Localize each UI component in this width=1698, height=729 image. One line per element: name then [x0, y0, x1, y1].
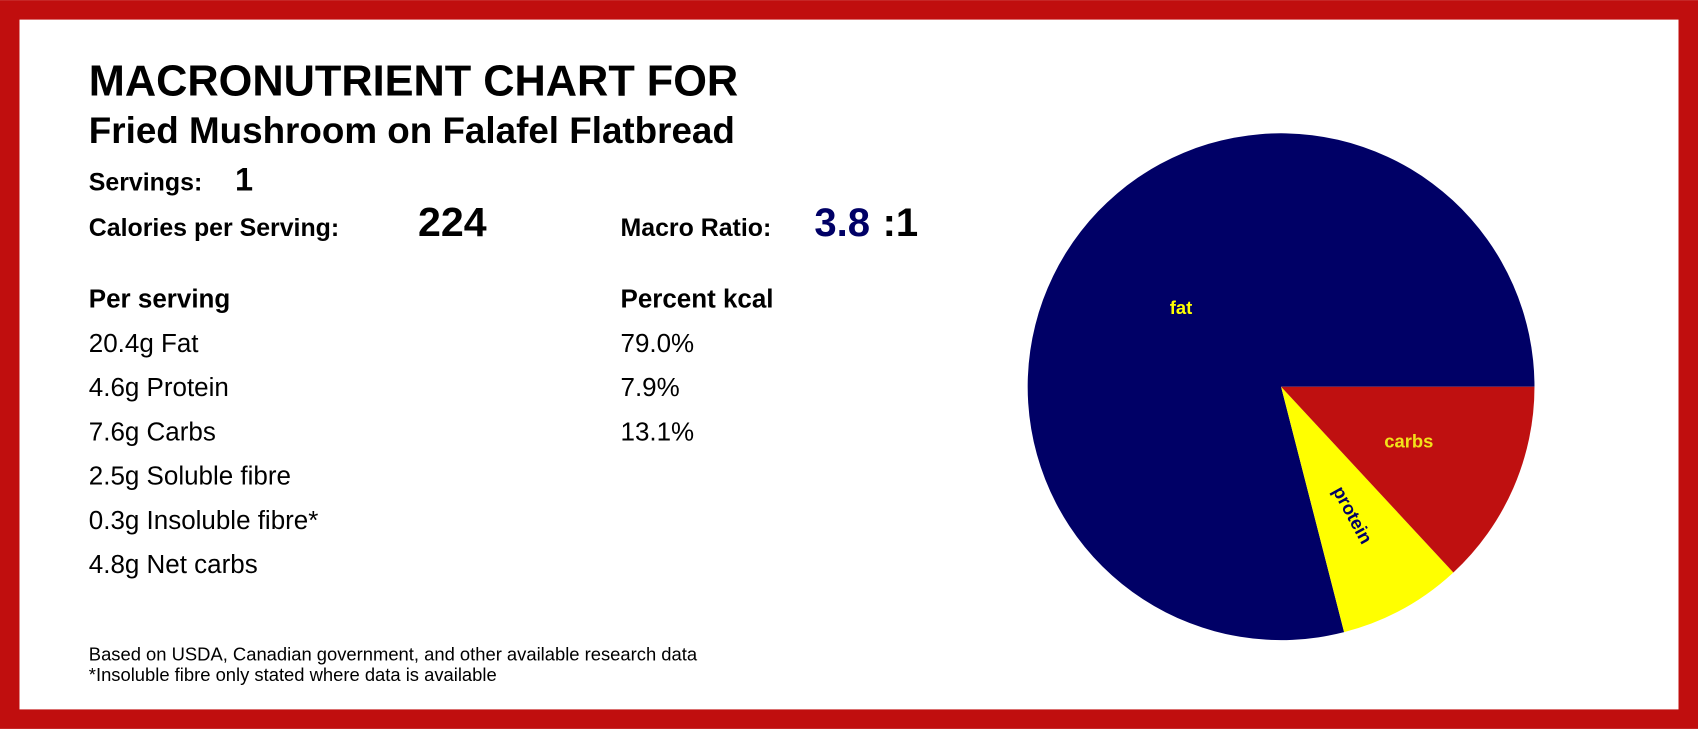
nutrient-row: 20.4g Fat: [89, 328, 200, 358]
calories-label: Calories per Serving:: [89, 214, 339, 242]
servings-value: 1: [235, 162, 253, 198]
nutrient-row: 0.3g Insoluble fibre*: [89, 505, 319, 535]
servings-label: Servings:: [89, 169, 202, 197]
ratio-value: 3.8: [814, 201, 870, 245]
per-serving-heading: Per serving: [89, 284, 230, 314]
nutrient-rows: 20.4g Fat 4.6g Protein 7.6g Carbs 2.5g Solu…: [89, 328, 694, 579]
slice-label: fat: [1170, 297, 1192, 318]
percent-kcal: 79.0%: [621, 328, 695, 358]
title: MACRONUTRIENT CHART FOR: [89, 57, 738, 105]
footnote: *Insoluble fibre only stated where data …: [89, 664, 497, 685]
nutrient-row: 4.8g Net carbs: [89, 549, 258, 579]
subtitle: Fried Mushroom on Falafel Flatbread: [89, 110, 735, 151]
footnote: Based on USDA, Canadian government, and …: [89, 644, 698, 665]
pie-slice: [1281, 386, 1454, 633]
percent-heading: Percent kcal: [621, 284, 774, 314]
nutrient-row: 2.5g Soluble fibre: [89, 461, 291, 491]
pie-slice: [1281, 386, 1535, 573]
slice-label: carbs: [1384, 430, 1433, 451]
percent-kcal: 7.9%: [621, 372, 680, 402]
nutrient-row: 7.6g Carbs: [89, 416, 216, 446]
percent-kcal: 13.1%: [621, 416, 695, 446]
ratio-label: Macro Ratio:: [621, 214, 772, 242]
ratio-suffix: :1: [883, 201, 919, 245]
calories-value: 224: [418, 199, 487, 245]
nutrient-row: 4.6g Protein: [89, 372, 229, 402]
